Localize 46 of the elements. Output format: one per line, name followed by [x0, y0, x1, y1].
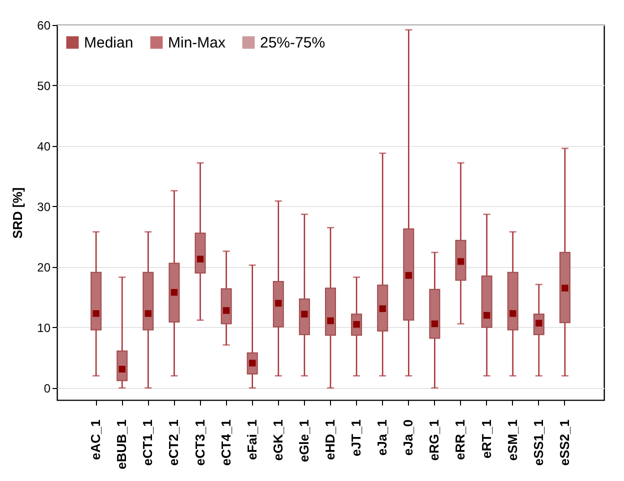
point [327, 317, 334, 324]
x-tick-label: eCT2_1 [166, 420, 182, 466]
point [144, 310, 152, 317]
x-tick-label: eGle_1 [296, 420, 312, 462]
point [562, 284, 568, 292]
x-tick-label: eBUB_1 [114, 420, 130, 470]
point [509, 310, 516, 317]
x-tick-label: eJa_1 [374, 420, 390, 456]
x-tick-label: eRT_1 [478, 420, 494, 459]
y-tick-label: 50 [37, 78, 51, 93]
y-tick-label: 20 [37, 260, 51, 274]
point [301, 310, 308, 318]
x-tick-label: eJa_0 [400, 420, 416, 456]
x-tick-label: eJT_1 [348, 420, 364, 456]
y-tick-label: 30 [37, 200, 51, 214]
point [196, 256, 204, 262]
y-tick-label: 60 [37, 18, 51, 32]
point [275, 300, 282, 307]
y-tick-label: 10 [37, 320, 51, 335]
x-tick-label: eRR_1 [452, 420, 468, 460]
x-tick-label: eFai_1 [244, 420, 260, 460]
y-tick-label: 40 [37, 139, 51, 154]
annotation: Min-Max [168, 34, 226, 52]
point [170, 288, 178, 296]
legend-label: 25%-75% [260, 34, 326, 52]
legend-label: Median [84, 34, 134, 52]
point [483, 312, 490, 319]
point [379, 305, 386, 312]
x-tick-label: eCT1_1 [140, 420, 156, 466]
point [457, 258, 464, 265]
x-tick-label: eSS2_1 [556, 420, 572, 466]
y-axis-title: SRD [%] [10, 187, 26, 239]
point [118, 366, 126, 373]
x-tick-label: eAC_1 [88, 420, 104, 460]
point [431, 320, 438, 328]
x-tick-label: eCT3_1 [192, 420, 208, 466]
x-tick-label: eSM_1 [504, 420, 520, 461]
x-tick-label: eRG_1 [426, 420, 442, 461]
point [405, 272, 412, 279]
point [92, 310, 100, 317]
x-tick-label: eHD_1 [322, 420, 338, 460]
x-tick-label: eGK_1 [270, 420, 286, 461]
y-tick-label: 0 [44, 381, 51, 396]
x-tick-label: eCT4_1 [218, 420, 234, 466]
point [222, 307, 230, 314]
x-tick-label: eSS1_1 [530, 420, 546, 466]
